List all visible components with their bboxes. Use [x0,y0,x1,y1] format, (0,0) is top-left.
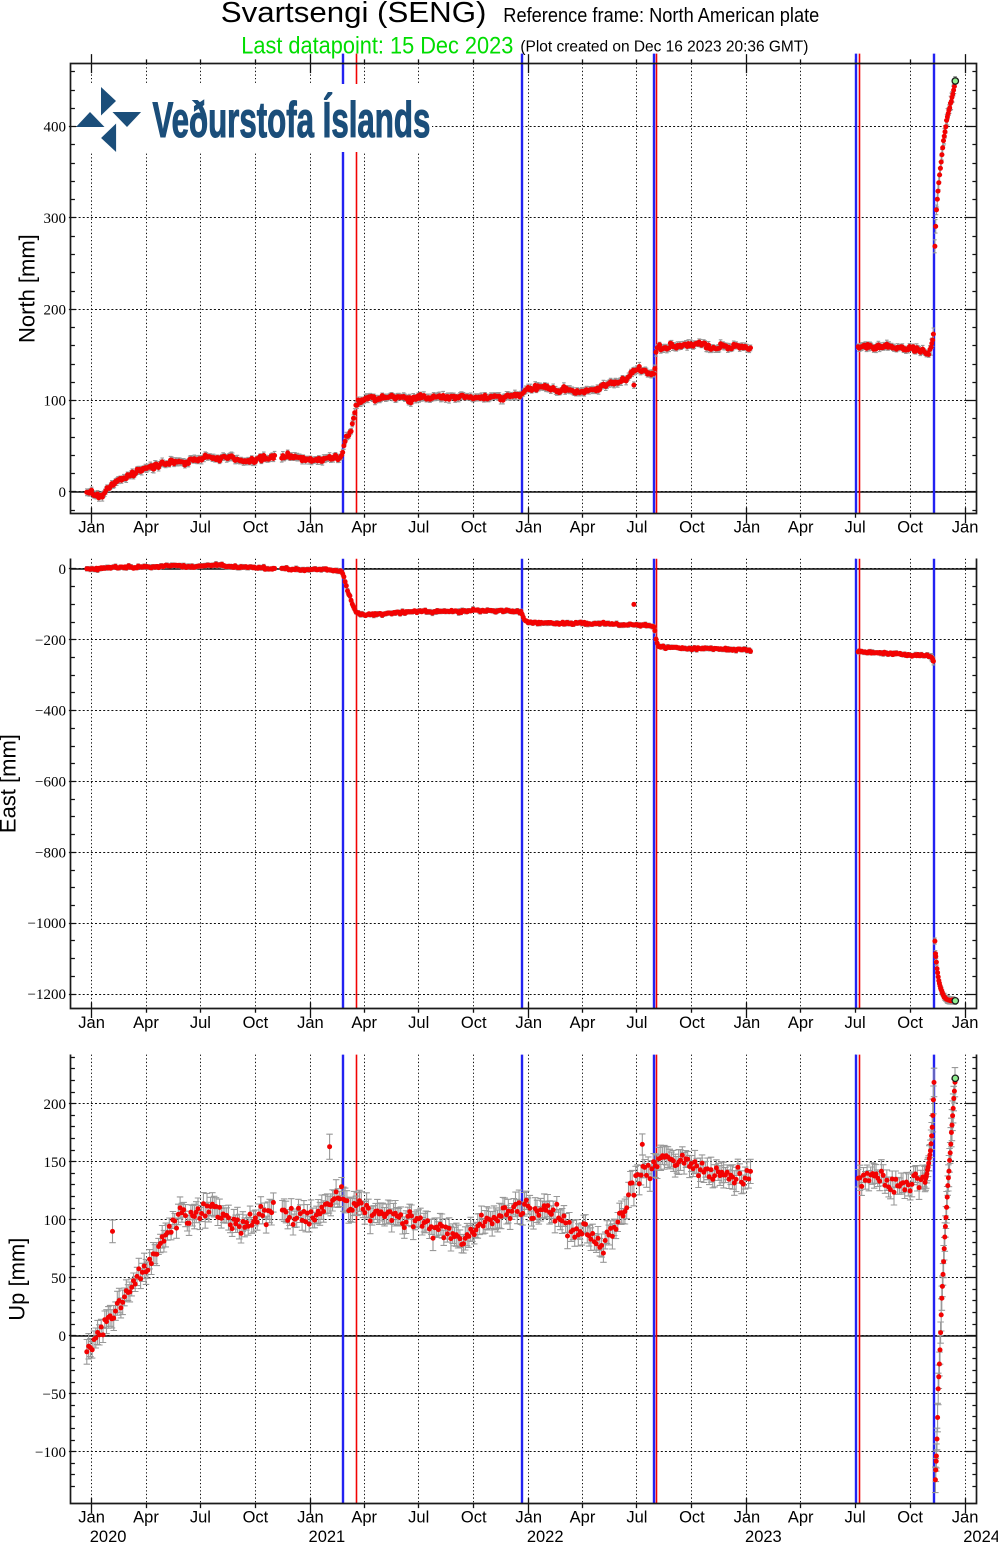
svg-text:−50: −50 [43,1387,66,1403]
svg-text:Oct: Oct [897,518,923,536]
svg-text:−600: −600 [35,775,66,791]
svg-text:Jan: Jan [515,1508,542,1526]
svg-text:Jan: Jan [297,1014,324,1032]
svg-text:Oct: Oct [679,1014,705,1032]
svg-text:Apr: Apr [788,1508,814,1526]
svg-text:Jan: Jan [734,518,761,536]
svg-text:Apr: Apr [133,1508,159,1526]
svg-text:100: 100 [44,1213,67,1229]
svg-text:Jul: Jul [408,1508,429,1526]
svg-text:Jan: Jan [78,518,105,536]
svg-text:Jan: Jan [952,1508,979,1526]
svg-text:2022: 2022 [527,1528,564,1544]
svg-text:East [mm]: East [mm] [0,734,21,833]
svg-text:−800: −800 [35,845,66,861]
svg-text:Jan: Jan [78,1014,105,1032]
svg-text:−400: −400 [35,704,66,720]
svg-text:Jan: Jan [952,1014,979,1032]
svg-text:Jul: Jul [626,518,647,536]
svg-text:300: 300 [44,211,67,227]
svg-text:Jul: Jul [626,1508,647,1526]
svg-text:Oct: Oct [461,1508,487,1526]
svg-text:Oct: Oct [243,518,269,536]
svg-text:Jul: Jul [408,1014,429,1032]
svg-text:Oct: Oct [897,1014,923,1032]
svg-text:Apr: Apr [351,1014,377,1032]
svg-text:Apr: Apr [351,1508,377,1526]
svg-text:0: 0 [59,485,67,501]
svg-text:Oct: Oct [897,1508,923,1526]
svg-text:Oct: Oct [461,518,487,536]
svg-text:Oct: Oct [243,1014,269,1032]
svg-text:Jul: Jul [845,518,866,536]
svg-text:Apr: Apr [570,1508,596,1526]
svg-text:400: 400 [44,120,67,136]
svg-text:Svartsengi (SENG): Svartsengi (SENG) [221,0,487,29]
svg-text:100: 100 [44,394,67,410]
svg-text:Reference frame: North America: Reference frame: North American plate [503,5,819,27]
svg-text:200: 200 [44,1097,67,1113]
svg-text:−1000: −1000 [28,916,66,932]
svg-text:Oct: Oct [679,1508,705,1526]
svg-text:2024: 2024 [963,1528,998,1544]
svg-text:Jul: Jul [626,1014,647,1032]
svg-text:2021: 2021 [309,1528,346,1544]
svg-text:Apr: Apr [351,518,377,536]
svg-text:Veðurstofa Íslands: Veðurstofa Íslands [153,91,431,147]
svg-text:Jul: Jul [190,1014,211,1032]
svg-text:Apr: Apr [788,518,814,536]
svg-text:Oct: Oct [243,1508,269,1526]
svg-text:Jan: Jan [78,1508,105,1526]
svg-text:Jan: Jan [515,518,542,536]
svg-text:Jul: Jul [190,1508,211,1526]
svg-text:Jul: Jul [845,1014,866,1032]
svg-text:0: 0 [59,1329,67,1345]
svg-text:Apr: Apr [570,518,596,536]
svg-text:Jan: Jan [297,1508,324,1526]
svg-text:Jul: Jul [845,1508,866,1526]
svg-text:Jan: Jan [734,1508,761,1526]
svg-text:Apr: Apr [570,1014,596,1032]
svg-text:Jul: Jul [190,518,211,536]
svg-text:150: 150 [44,1155,67,1171]
svg-text:Jul: Jul [408,518,429,536]
svg-text:−200: −200 [35,633,66,649]
svg-text:Jan: Jan [297,518,324,536]
svg-text:Apr: Apr [788,1014,814,1032]
svg-text:−1200: −1200 [28,987,66,1003]
svg-text:Up [mm]: Up [mm] [5,1238,30,1321]
svg-text:Apr: Apr [133,518,159,536]
svg-text:2020: 2020 [90,1528,127,1544]
svg-text:Apr: Apr [133,1014,159,1032]
svg-text:0: 0 [59,562,67,578]
svg-text:200: 200 [44,302,67,318]
svg-text:50: 50 [51,1271,66,1287]
svg-text:Jan: Jan [515,1014,542,1032]
svg-text:Oct: Oct [679,518,705,536]
svg-text:Last datapoint: 15 Dec 2023: Last datapoint: 15 Dec 2023 [241,33,513,60]
svg-text:Jan: Jan [952,518,979,536]
svg-text:(Plot created on Dec 16 2023 2: (Plot created on Dec 16 2023 20:36 GMT) [520,39,808,56]
svg-text:North [mm]: North [mm] [15,234,40,343]
svg-text:2023: 2023 [745,1528,782,1544]
svg-text:−100: −100 [35,1445,66,1461]
svg-text:Oct: Oct [461,1014,487,1032]
svg-text:Jan: Jan [734,1014,761,1032]
